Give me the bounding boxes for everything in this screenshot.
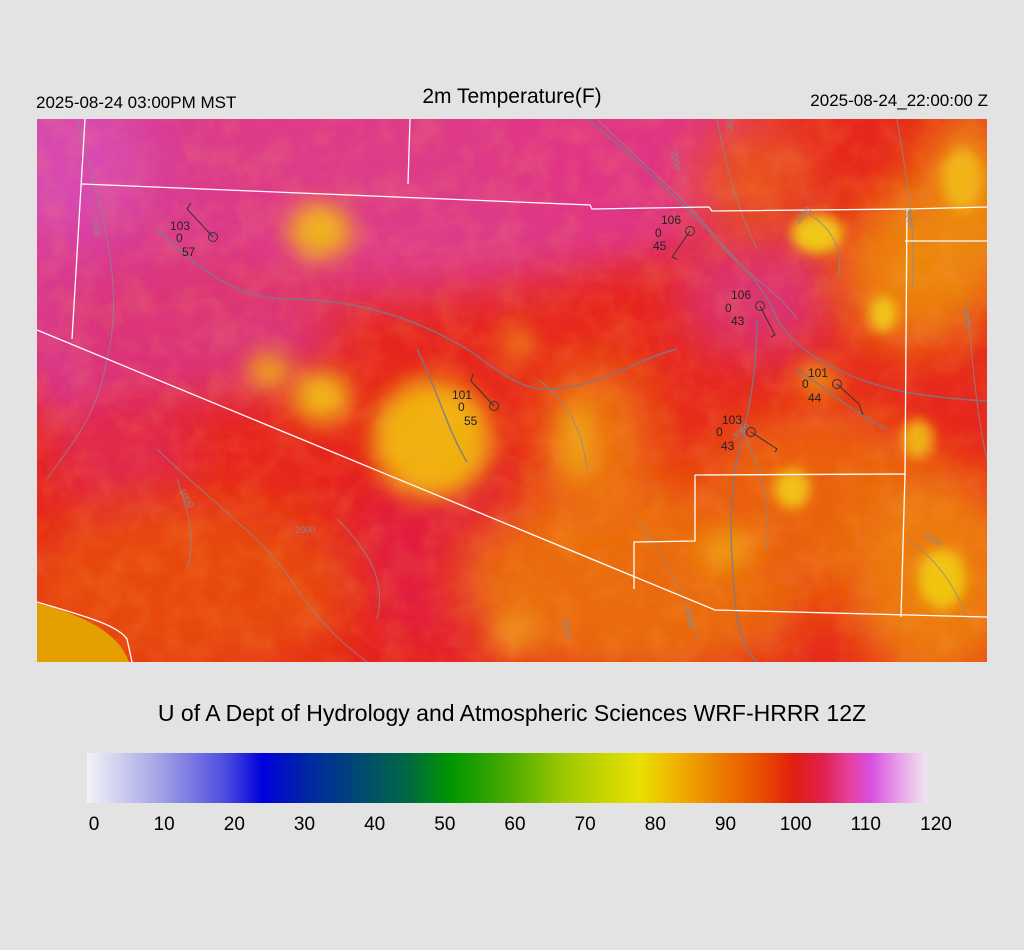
terrain-contours <box>46 119 987 662</box>
station-dewpoint: 57 <box>182 245 196 259</box>
station-temp: 103 <box>170 219 190 233</box>
contour-label: 2000 <box>560 618 573 639</box>
colorbar-tick-label: 0 <box>88 814 100 835</box>
station-precip: 0 <box>176 231 183 245</box>
rivers <box>156 119 987 662</box>
station-precip: 0 <box>725 301 732 315</box>
colorbar-tick-label: 90 <box>714 814 737 835</box>
station-precip: 0 <box>802 377 809 391</box>
colorbar-tick-label: 20 <box>223 814 245 835</box>
contour-label: 2000 <box>295 525 315 535</box>
station-dewpoint: 43 <box>721 439 735 453</box>
station-precip: 0 <box>458 400 465 414</box>
colorbar-tick-label: 120 <box>920 814 952 835</box>
valid-time-utc: 2025-08-24_22:00:00 Z <box>810 91 988 110</box>
contour-label: 3000 <box>903 208 916 229</box>
station-plot: 101 0 55 <box>452 373 499 428</box>
border-az-ca <box>71 119 86 340</box>
contour-label: 3000 <box>960 308 973 329</box>
station-precip: 0 <box>655 226 662 240</box>
colorbar-tick-label: 50 <box>434 814 456 835</box>
colorbar-ramp <box>87 753 927 803</box>
contour-label: 2000 <box>669 150 682 171</box>
temperature-map: 1000 2000 3000 1000 2000 3000 2000 3000 … <box>37 119 987 662</box>
contour-label: 3000 <box>724 119 737 131</box>
border-az-mexico <box>37 329 987 618</box>
contour-label: 3000 <box>683 608 696 629</box>
colorbar-tick-label: 110 <box>850 814 881 835</box>
station-temp: 101 <box>808 366 828 380</box>
station-plot: 106 0 43 <box>725 288 776 338</box>
station-plot: 103 0 57 <box>170 202 218 259</box>
station-plots: 103 0 57 106 0 45 106 0 43 101 <box>170 202 864 453</box>
map-title: 2m Temperature(F) <box>422 85 602 108</box>
colorbar <box>87 753 927 803</box>
station-temp: 103 <box>722 413 742 427</box>
colorbar-tick-label: 80 <box>644 814 666 835</box>
border-county-2 <box>633 475 696 589</box>
colorbar-ticks: 0 10 20 30 40 50 60 70 80 90 100 110 120 <box>0 814 1024 840</box>
border-county <box>694 473 906 618</box>
border-baja <box>37 601 133 662</box>
colorbar-tick-label: 100 <box>779 814 812 835</box>
station-dewpoint: 43 <box>731 314 745 328</box>
colorbar-tick-label: 40 <box>364 814 386 835</box>
colorbar-tick-label: 60 <box>504 814 526 835</box>
border-az-nm <box>904 208 908 475</box>
station-dewpoint: 55 <box>464 414 478 428</box>
credit-line: U of A Dept of Hydrology and Atmospheric… <box>157 700 867 726</box>
station-precip: 0 <box>716 425 723 439</box>
colorbar-tick-label: 70 <box>574 814 596 835</box>
station-dewpoint: 44 <box>808 391 822 405</box>
station-temp: 106 <box>661 213 681 227</box>
colorbar-tick-label: 30 <box>293 814 316 835</box>
station-plot: 106 0 45 <box>653 213 695 260</box>
station-temp: 106 <box>731 288 751 302</box>
station-dewpoint: 45 <box>653 239 667 253</box>
colorbar-tick-label: 10 <box>153 814 175 835</box>
station-temp: 101 <box>452 388 472 402</box>
station-plot: 101 0 44 <box>802 366 864 416</box>
boundaries <box>37 119 987 662</box>
border-ut-nv <box>407 119 411 185</box>
valid-time-local: 2025-08-24 03:00PM MST <box>36 93 237 112</box>
station-plot: 103 0 43 <box>716 413 778 453</box>
contour-label: 1000 <box>90 218 103 239</box>
